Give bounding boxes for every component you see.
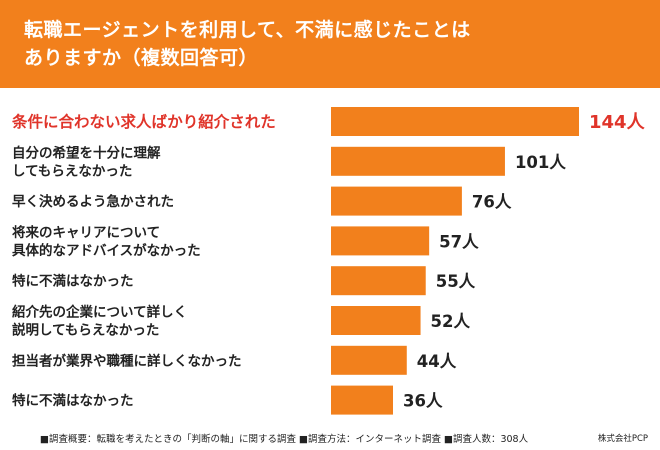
- category-label-6: 紹介先の企業について詳しく説明してもらえなかった: [12, 304, 187, 339]
- company-name: 株式会社PCP: [597, 434, 648, 444]
- value-label-2: 101人: [515, 153, 566, 172]
- bar-8: [331, 385, 393, 415]
- value-label-6: 52人: [431, 312, 471, 331]
- bar-chart: 条件に合わない求人ばかり紹介された 144人自分の希望を十分に理解してもらえなかっ…: [11, 107, 646, 415]
- category-label-5: 特に不満はなかった: [12, 273, 134, 290]
- category-label-1: 条件に合わない求人ばかり紹介された: [11, 112, 276, 131]
- bar-5: [331, 266, 426, 296]
- value-label-1: 144人: [589, 112, 646, 133]
- title-banner: 転職エージェントを利用して、不満に感じたことは ありますか（複数回答可）: [0, 0, 660, 88]
- value-label-8: 36人: [403, 392, 443, 411]
- category-label-2: 自分の希望を十分に理解してもらえなかった: [12, 144, 161, 179]
- value-label-4: 57人: [439, 232, 479, 251]
- bar-6: [331, 306, 421, 335]
- category-label-8: 特に不満はなかった: [12, 392, 134, 409]
- survey-note: ■調査概要：転職を考えたときの「判断の軸」に関する調査 ■調査方法：インターネッ…: [40, 434, 529, 445]
- category-label-3: 早く決めるよう急かされた: [12, 193, 174, 210]
- category-label-7: 担当者が業界や職種に詳しくなかった: [12, 352, 242, 369]
- value-label-5: 55人: [436, 272, 476, 291]
- bar-3: [331, 186, 462, 216]
- bar-4: [331, 226, 430, 256]
- category-label-4: 将来のキャリアについて具体的なアドバイスがなかった: [11, 224, 201, 259]
- bar-1: [331, 107, 579, 136]
- bar-2: [331, 146, 505, 176]
- bar-7: [331, 345, 407, 375]
- value-label-3: 76人: [472, 193, 512, 212]
- value-label-7: 44人: [417, 352, 457, 371]
- chart-title: 転職エージェントを利用して、不満に感じたことは ありますか（複数回答可）: [24, 19, 471, 69]
